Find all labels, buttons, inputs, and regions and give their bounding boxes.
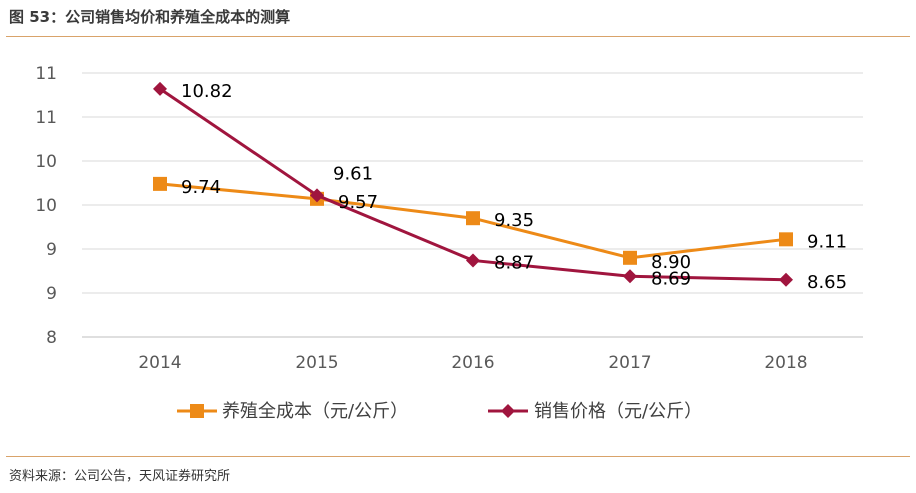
diamond-marker [310, 188, 324, 203]
y-tick-label: 8 [46, 328, 57, 348]
x-axis-tick-labels: 2014 2015 2016 2017 2018 [138, 353, 807, 373]
x-tick-label: 2014 [138, 353, 181, 373]
title-divider [6, 36, 910, 37]
data-label: 9.61 [333, 163, 373, 184]
legend-label: 养殖全成本（元/公斤） [222, 400, 408, 422]
y-tick-label: 11 [35, 64, 57, 84]
data-label: 9.57 [338, 192, 378, 213]
data-labels: 9.74 9.57 9.35 8.90 9.11 10.82 9.61 8.87 8.69 8.6… [181, 81, 847, 293]
data-label: 10.82 [181, 81, 233, 102]
grid-lines [82, 72, 863, 338]
data-label: 8.65 [807, 272, 847, 293]
source-note: 资料来源：公司公告，天风证券研究所 [9, 469, 231, 484]
diamond-marker [153, 81, 167, 96]
data-label: 9.11 [807, 231, 847, 252]
x-tick-label: 2017 [608, 353, 651, 373]
square-marker [153, 176, 167, 191]
square-marker [779, 232, 793, 247]
data-label: 9.74 [181, 177, 221, 198]
legend-diamond-marker [501, 404, 515, 418]
series-layer [153, 81, 793, 287]
legend-square-marker [190, 404, 204, 418]
square-marker [623, 250, 637, 265]
data-label: 8.87 [494, 252, 534, 273]
x-tick-label: 2015 [295, 353, 338, 373]
figure-title: 图 53：公司销售均价和养殖全成本的测算 [9, 8, 291, 26]
source-divider [6, 456, 910, 457]
diamond-marker [623, 269, 637, 284]
y-tick-label: 11 [35, 108, 57, 128]
data-label: 8.90 [651, 252, 691, 273]
diamond-marker [466, 253, 480, 268]
diamond-marker [779, 272, 793, 287]
line-chart: 8 9 9 10 10 11 11 2014 2015 2016 2017 2018 9.74 9.5… [35, 64, 863, 422]
legend: 养殖全成本（元/公斤） 销售价格（元/公斤） [177, 400, 702, 422]
y-tick-label: 10 [35, 196, 57, 216]
y-tick-label: 10 [35, 152, 57, 172]
y-tick-label: 9 [46, 284, 57, 304]
square-marker [466, 211, 480, 226]
x-tick-label: 2018 [764, 353, 807, 373]
y-axis-tick-labels: 8 9 9 10 10 11 11 [35, 64, 57, 348]
y-tick-label: 9 [46, 240, 57, 260]
legend-label: 销售价格（元/公斤） [534, 401, 702, 422]
data-label: 9.35 [494, 210, 534, 231]
data-label: 8.69 [651, 268, 691, 289]
x-tick-label: 2016 [451, 353, 494, 373]
